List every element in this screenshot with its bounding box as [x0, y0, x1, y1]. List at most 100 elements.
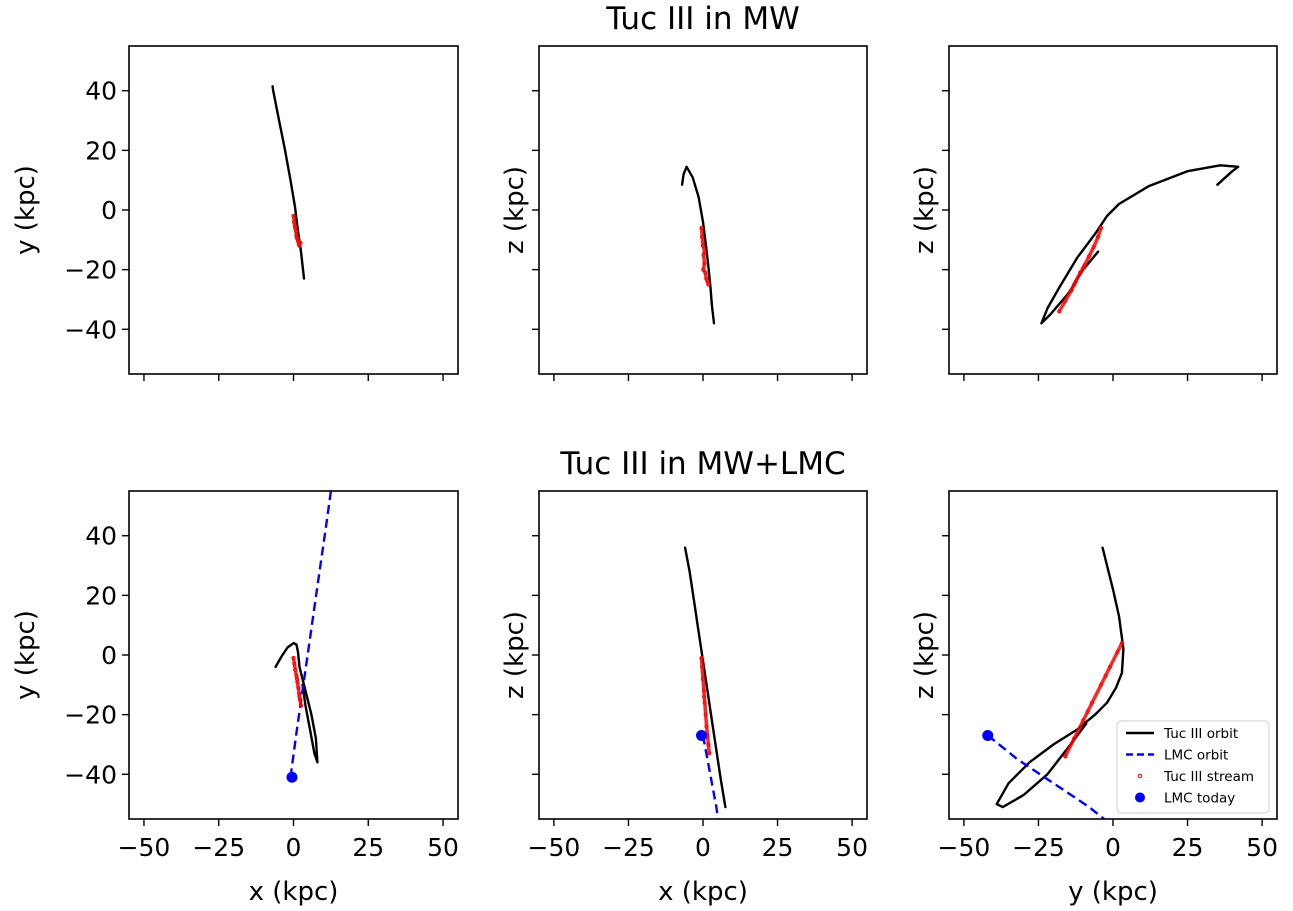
- y-tick-label: 20: [85, 136, 117, 165]
- x-axis-label: y (kpc): [1068, 877, 1158, 907]
- x-tick-label: 25: [352, 833, 384, 862]
- tuc-iii-stream-point: [702, 261, 707, 266]
- legend-swatch-lmc-today: [1135, 792, 1145, 803]
- tuc-iii-stream-point: [294, 676, 300, 681]
- x-tick-label: 0: [695, 833, 711, 862]
- tuc-iii-orbit-line: [274, 641, 319, 764]
- x-tick-label: −25: [192, 833, 245, 862]
- y-tick-label: 40: [85, 522, 117, 551]
- tuc-iii-stream-point: [291, 213, 296, 219]
- tuc-iii-stream-point: [704, 724, 709, 729]
- tuc-iii-stream-point: [1103, 673, 1108, 678]
- tuc-iii-stream-point: [292, 661, 297, 667]
- row-title-top: Tuc III in MW: [605, 1, 800, 37]
- tuc-iii-stream-point: [294, 234, 299, 239]
- x-tick-label: −50: [938, 833, 991, 862]
- panel-6: −50 −25 0 25 50 y (kpc) z (kpc): [910, 490, 1278, 907]
- panel-data: [683, 546, 727, 819]
- panel-data: [271, 85, 306, 280]
- tuc-iii-stream-point: [1087, 254, 1092, 259]
- tuc-iii-stream-point: [1098, 225, 1104, 230]
- tuc-iii-stream-point: [700, 676, 706, 681]
- x-tick-label: −50: [118, 833, 171, 862]
- x-tick-label: 50: [836, 833, 868, 862]
- panel-data: [982, 546, 1125, 819]
- tuc-iii-stream-point: [702, 694, 707, 699]
- lmc-today-marker: [982, 730, 994, 742]
- tuc-iii-stream-ridge: [1063, 641, 1124, 759]
- tuc-iii-stream-point: [1090, 700, 1095, 705]
- y-axis-label: z (kpc): [500, 611, 530, 699]
- tuc-iii-orbit-line: [680, 165, 716, 325]
- tuc-iii-stream-point: [298, 240, 303, 245]
- tuc-iii-stream-point: [706, 282, 711, 287]
- tuc-iii-stream-point: [1085, 709, 1090, 714]
- tuc-iii-stream-point: [707, 751, 712, 756]
- panel-data: [680, 165, 716, 325]
- x-axis-label: x (kpc): [249, 877, 339, 907]
- y-tick-label: −40: [64, 315, 117, 344]
- panel-1: −40 −20 0 20 40 y (kpc): [11, 45, 459, 381]
- y-tick-label: −40: [64, 760, 117, 789]
- tuc-iii-stream-point: [1063, 754, 1068, 759]
- panel-data: [1040, 164, 1240, 325]
- tuc-iii-stream-point: [298, 703, 304, 708]
- legend: Tuc III orbit LMC orbit Tuc III stream LMC …: [1116, 720, 1270, 814]
- tuc-iii-orbit-line: [1040, 164, 1240, 325]
- y-axis-label: y (kpc): [11, 165, 41, 255]
- x-axis-label: x (kpc): [658, 877, 748, 907]
- tuc-iii-stream-point: [1081, 718, 1086, 723]
- y-axis-label: z (kpc): [910, 166, 940, 254]
- y-axis-label: y (kpc): [11, 610, 41, 700]
- y-tick-label: 0: [101, 196, 117, 225]
- legend-label: LMC today: [1164, 791, 1235, 807]
- tuc-iii-stream-ridge: [699, 226, 711, 287]
- panel-5: −50 −25 0 25 50 x (kpc) z (kpc): [500, 490, 868, 907]
- tuc-iii-stream-point: [1098, 682, 1104, 687]
- tuc-iii-orbit-line: [683, 546, 727, 809]
- tuc-iii-stream-point: [700, 243, 706, 248]
- tuc-iii-stream-point: [1072, 736, 1077, 741]
- panel-4: −50 −25 0 25 50 −40 −20 0 20 40 x (kpc) y (kpc): [11, 490, 459, 907]
- x-tick-label: 0: [286, 833, 302, 862]
- tuc-iii-stream-point: [701, 688, 706, 693]
- x-tick-label: 50: [1246, 833, 1278, 862]
- x-tick-label: 25: [1172, 833, 1204, 862]
- x-tick-label: −25: [602, 833, 655, 862]
- y-tick-label: 0: [101, 641, 117, 670]
- legend-box: [1116, 720, 1270, 814]
- y-tick-label: −20: [64, 701, 117, 730]
- row-title-bottom: Tuc III in MW+LMC: [559, 446, 845, 482]
- tuc-iii-stream-point: [700, 234, 705, 239]
- y-axis-label: z (kpc): [910, 611, 940, 699]
- lmc-today-marker: [286, 771, 298, 783]
- x-tick-label: 0: [1105, 833, 1121, 862]
- lmc-orbit-line: [987, 734, 1105, 819]
- tuc-iii-stream-point: [1119, 640, 1125, 646]
- tuc-iii-stream-point: [699, 225, 704, 230]
- panels-group: −40 −20 0 20 40 y (kpc) z (kpc) z (kpc) −50 −25 0 2…: [11, 45, 1278, 907]
- x-tick-label: 50: [427, 833, 459, 862]
- tuc-iii-stream-point: [706, 742, 711, 747]
- legend-label: LMC orbit: [1164, 748, 1228, 764]
- legend-label: Tuc III stream: [1163, 769, 1254, 785]
- panel-data: [274, 491, 333, 783]
- tuc-iii-stream-point: [297, 694, 302, 699]
- tuc-iii-stream-point: [1091, 245, 1096, 250]
- panel-3: z (kpc): [910, 45, 1278, 381]
- y-axis-label: z (kpc): [500, 166, 530, 254]
- x-tick-label: −50: [528, 833, 581, 862]
- y-tick-label: −20: [64, 256, 117, 285]
- tuc-iii-stream-point: [702, 249, 707, 254]
- x-tick-label: 25: [762, 833, 794, 862]
- tuc-iii-stream-point: [1057, 309, 1062, 314]
- x-tick-label: −25: [1012, 833, 1065, 862]
- tuc-iii-stream-point: [701, 267, 706, 272]
- tuc-iii-stream-point: [703, 270, 708, 275]
- tuc-iii-stream-point: [296, 685, 301, 690]
- tuc-iii-stream-point: [291, 655, 296, 661]
- tuc-iii-stream-point: [702, 700, 707, 705]
- tuc-iii-stream-point: [291, 219, 297, 225]
